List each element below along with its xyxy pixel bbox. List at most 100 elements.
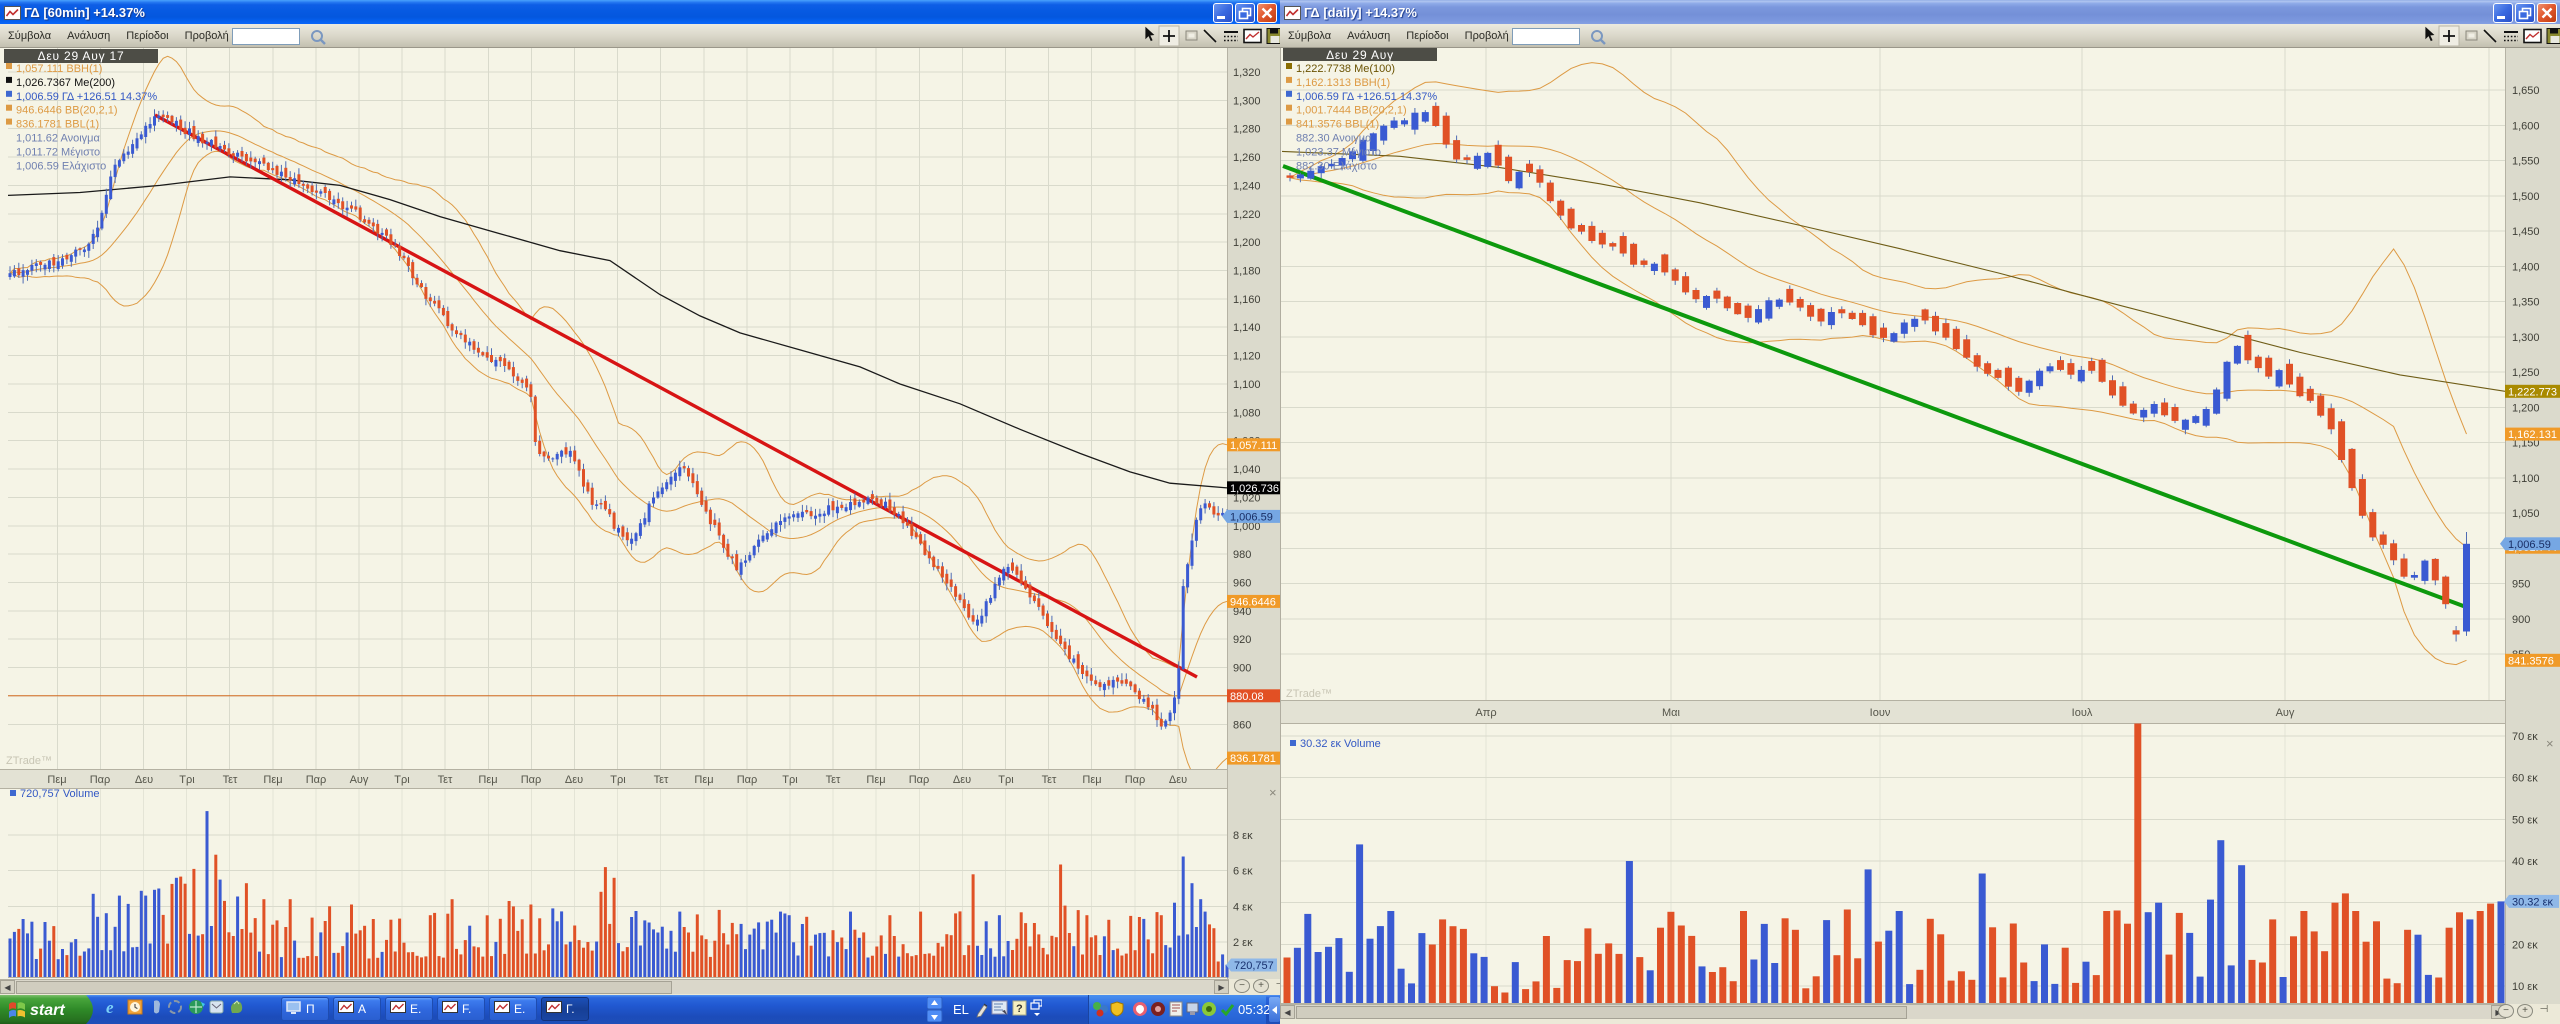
svg-text:1,100: 1,100 — [1233, 379, 1261, 391]
svg-text:Ιουλ: Ιουλ — [2072, 707, 2093, 719]
svg-text:Δευ 29 Αυγ 17: Δευ 29 Αυγ 17 — [38, 49, 125, 63]
svg-text:1,001.7444 BB(20,2,1): 1,001.7444 BB(20,2,1) — [1296, 105, 1407, 117]
svg-text:Τρι: Τρι — [782, 774, 798, 786]
svg-text:900: 900 — [2512, 614, 2530, 626]
svg-text:Τετ: Τετ — [223, 774, 238, 786]
svg-text:Δευ: Δευ — [565, 774, 583, 786]
svg-text:Πεμ: Πεμ — [47, 774, 66, 786]
svg-text:1,320: 1,320 — [1233, 67, 1261, 79]
svg-text:860: 860 — [1233, 719, 1251, 731]
svg-text:Τετ: Τετ — [826, 774, 841, 786]
svg-text:Απρ: Απρ — [1475, 707, 1496, 719]
svg-text:Τετ: Τετ — [438, 774, 453, 786]
svg-text:882.30 Ελάχιστο: 882.30 Ελάχιστο — [1296, 160, 1377, 172]
svg-text:946.6446: 946.6446 — [1230, 596, 1276, 608]
svg-text:1,006.59: 1,006.59 — [1230, 511, 1273, 523]
svg-text:1,650: 1,650 — [2512, 85, 2540, 97]
svg-text:Πεμ: Πεμ — [1082, 774, 1101, 786]
svg-text:30.32 εκ Volume: 30.32 εκ Volume — [1300, 738, 1381, 750]
svg-text:1,600: 1,600 — [2512, 120, 2540, 132]
svg-text:Δευ: Δευ — [135, 774, 153, 786]
svg-text:950: 950 — [2512, 579, 2530, 591]
svg-text:980: 980 — [1233, 549, 1251, 561]
svg-text:Πεμ: Πεμ — [694, 774, 713, 786]
svg-text:Παρ: Παρ — [90, 774, 111, 786]
svg-text:Τετ: Τετ — [1042, 774, 1057, 786]
svg-text:1,180: 1,180 — [1233, 266, 1261, 278]
svg-text:1,160: 1,160 — [1233, 294, 1261, 306]
svg-text:1,100: 1,100 — [2512, 473, 2540, 485]
svg-text:1,162.1313 BBH(1): 1,162.1313 BBH(1) — [1296, 77, 1390, 89]
svg-text:Δευ: Δευ — [953, 774, 971, 786]
svg-text:1,050: 1,050 — [2512, 508, 2540, 520]
svg-text:1,140: 1,140 — [1233, 322, 1261, 334]
svg-text:×: × — [2546, 736, 2554, 751]
svg-text:50 εκ: 50 εκ — [2512, 814, 2538, 826]
svg-text:Τρι: Τρι — [179, 774, 195, 786]
svg-text:960: 960 — [1233, 578, 1251, 590]
svg-text:Αυγ: Αυγ — [350, 774, 369, 786]
svg-text:882.30 Ανοιγμα: 882.30 Ανοιγμα — [1296, 133, 1372, 145]
svg-text:ΖTrade™: ΖTrade™ — [1286, 688, 1332, 700]
svg-text:1,162.131: 1,162.131 — [2508, 429, 2557, 441]
svg-text:1,120: 1,120 — [1233, 351, 1261, 363]
svg-text:40 εκ: 40 εκ — [2512, 856, 2538, 868]
svg-text:Τρι: Τρι — [610, 774, 626, 786]
svg-text:70 εκ: 70 εκ — [2512, 731, 2538, 743]
svg-text:841.3576: 841.3576 — [2508, 655, 2554, 667]
svg-text:1,280: 1,280 — [1233, 124, 1261, 136]
svg-text:841.3576 BBL(1): 841.3576 BBL(1) — [1296, 119, 1379, 131]
svg-text:Ιουν: Ιουν — [1870, 707, 1891, 719]
svg-text:1,350: 1,350 — [2512, 297, 2540, 309]
svg-text:720,757 Volume: 720,757 Volume — [20, 788, 100, 800]
svg-text:1,026.7367 Me(200): 1,026.7367 Me(200) — [16, 77, 115, 89]
svg-text:4 εκ: 4 εκ — [1233, 901, 1253, 913]
svg-text:920: 920 — [1233, 634, 1251, 646]
svg-text:Παρ: Παρ — [306, 774, 327, 786]
svg-text:20 εκ: 20 εκ — [2512, 939, 2538, 951]
svg-text:Παρ: Παρ — [521, 774, 542, 786]
svg-text:1,006.59 Ελάχιστο: 1,006.59 Ελάχιστο — [16, 160, 106, 172]
svg-text:1,500: 1,500 — [2512, 191, 2540, 203]
svg-text:940: 940 — [1233, 606, 1251, 618]
svg-text:946.6446 BB(20,2,1): 946.6446 BB(20,2,1) — [16, 105, 118, 117]
svg-text:1,026.736: 1,026.736 — [1230, 483, 1279, 495]
svg-text:1,450: 1,450 — [2512, 226, 2540, 238]
svg-text:1,240: 1,240 — [1233, 180, 1261, 192]
svg-text:720,757: 720,757 — [1234, 960, 1274, 972]
svg-text:1,057.111: 1,057.111 — [1230, 440, 1277, 452]
svg-text:1,000: 1,000 — [1233, 521, 1261, 533]
svg-text:900: 900 — [1233, 663, 1251, 675]
svg-text:Παρ: Παρ — [1125, 774, 1146, 786]
svg-text:1,023.37 Μέγιστο: 1,023.37 Μέγιστο — [1296, 146, 1381, 158]
svg-text:1,300: 1,300 — [2512, 332, 2540, 344]
svg-text:8 εκ: 8 εκ — [1233, 830, 1253, 842]
svg-text:1,550: 1,550 — [2512, 156, 2540, 168]
svg-text:1,200: 1,200 — [2512, 402, 2540, 414]
svg-text:1,400: 1,400 — [2512, 261, 2540, 273]
svg-text:1,020: 1,020 — [1233, 492, 1261, 504]
svg-text:start: start — [30, 1002, 65, 1019]
svg-text:1,057.111 BBH(1): 1,057.111 BBH(1) — [16, 63, 102, 75]
svg-text:1,080: 1,080 — [1233, 407, 1261, 419]
svg-text:1,150: 1,150 — [2512, 438, 2540, 450]
svg-text:?: ? — [1016, 1003, 1023, 1015]
svg-text:836.1781 BBL(1): 836.1781 BBL(1) — [16, 119, 99, 131]
svg-text:ΖTrade™: ΖTrade™ — [6, 755, 52, 767]
svg-text:Παρ: Παρ — [909, 774, 930, 786]
svg-text:Πεμ: Πεμ — [478, 774, 497, 786]
svg-text:30.32 εκ: 30.32 εκ — [2512, 896, 2553, 908]
svg-text:60 εκ: 60 εκ — [2512, 773, 2538, 785]
svg-text:Αυγ: Αυγ — [2276, 707, 2295, 719]
svg-text:1,220: 1,220 — [1233, 209, 1261, 221]
svg-text:1,300: 1,300 — [1233, 95, 1261, 107]
svg-text:Μαι: Μαι — [1662, 707, 1681, 719]
svg-text:836.1781: 836.1781 — [1230, 753, 1276, 765]
svg-text:1,250: 1,250 — [2512, 367, 2540, 379]
svg-text:Δευ: Δευ — [1169, 774, 1187, 786]
svg-text:1,006.59 ΓΔ +126.51 14.37%: 1,006.59 ΓΔ +126.51 14.37% — [16, 91, 157, 103]
svg-text:1,222.7738 Me(100): 1,222.7738 Me(100) — [1296, 63, 1395, 75]
svg-text:1,260: 1,260 — [1233, 152, 1261, 164]
svg-text:1,040: 1,040 — [1233, 464, 1261, 476]
svg-text:1,200: 1,200 — [1233, 237, 1261, 249]
